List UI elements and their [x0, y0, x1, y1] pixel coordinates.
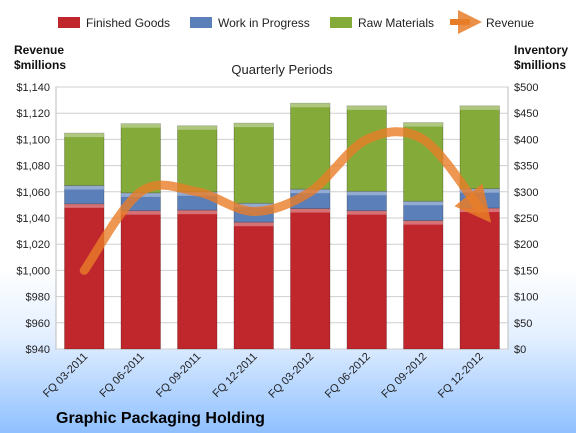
right-axis-tick-label: $300 [514, 187, 538, 199]
bar-highlight [403, 220, 444, 225]
bar-finished-goods-fq-06-2011 [120, 210, 161, 350]
bar-highlight [403, 201, 444, 206]
bar-highlight [233, 203, 274, 208]
chart-title: Quarterly Periods [231, 62, 333, 77]
x-axis-tick-label: FQ 12-2011 [210, 351, 259, 400]
bar-highlight [346, 210, 387, 215]
legend-swatch-work-in-progress [190, 17, 212, 28]
left-axis-tick-label: $1,040 [16, 213, 50, 225]
bar-highlight [290, 103, 331, 108]
bar-finished-goods-fq-09-2012 [403, 220, 444, 350]
bar-highlight [177, 210, 218, 215]
bar-highlight [346, 105, 387, 110]
x-axis-tick-label: FQ 03-2012 [266, 351, 316, 401]
right-axis-ticks: $0 $50 $100 $150 $200 $250 $300 $350 $400 $450 $50… [514, 82, 538, 356]
bar-highlight [346, 191, 387, 196]
bar-finished-goods-fq-09-2011 [177, 209, 218, 350]
right-axis-tick-label: $50 [514, 318, 532, 330]
bar-highlight [120, 210, 161, 215]
x-axis-tick-label: FQ 06-2012 [323, 351, 373, 401]
left-axis-tick-label: $1,060 [16, 187, 50, 199]
bar-highlight [233, 123, 274, 128]
bar-highlight [403, 122, 444, 127]
legend-label-finished-goods: Finished Goods [86, 16, 170, 30]
bars [64, 102, 500, 350]
left-axis-title-line2: $millions [14, 58, 66, 72]
left-axis-tick-label: $1,080 [16, 161, 50, 173]
x-axis-tick-label: FQ 06-2011 [97, 351, 146, 400]
bar-raw-materials-fq-03-2011 [64, 132, 105, 186]
left-axis-title-line1: Revenue [14, 43, 64, 57]
left-axis-tick-label: $940 [26, 344, 50, 356]
company-name: Graphic Packaging Holding [56, 410, 265, 427]
x-axis-ticks: FQ 03-2011 FQ 06-2011 FQ 09-2011 FQ 12-2011… [41, 351, 486, 401]
left-axis-ticks: $940 $960 $980 $1,000 $1,020 $1,040 $1,060 $1,0… [16, 82, 50, 356]
right-axis-tick-label: $200 [514, 239, 538, 251]
right-axis-tick-label: $150 [514, 265, 538, 277]
bar-finished-goods-fq-06-2012 [346, 210, 387, 350]
bar-finished-goods-fq-12-2011 [233, 221, 274, 350]
right-axis-tick-label: $450 [514, 108, 538, 120]
right-axis-tick-label: $250 [514, 213, 538, 225]
right-axis-tick-label: $0 [514, 344, 526, 356]
left-axis-tick-label: $960 [26, 318, 50, 330]
legend: Finished Goods Work in Progress Raw Mate… [58, 10, 534, 34]
x-axis-tick-label: FQ 09-2012 [379, 351, 429, 401]
left-axis-tick-label: $1,120 [16, 108, 50, 120]
left-axis-tick-label: $980 [26, 292, 50, 304]
right-axis-title-line2: $millions [514, 58, 566, 72]
right-axis-tick-label: $500 [514, 82, 538, 94]
legend-label-work-in-progress: Work in Progress [218, 16, 310, 30]
bar-highlight [177, 125, 218, 130]
bar-raw-materials-fq-12-2011 [233, 122, 274, 204]
x-axis-tick-label: FQ 12-2012 [436, 351, 486, 401]
left-axis-tick-label: $1,000 [16, 265, 50, 277]
left-axis-tick-label: $1,020 [16, 239, 50, 251]
right-axis-tick-label: $400 [514, 134, 538, 146]
x-axis-tick-label: FQ 09-2011 [154, 351, 203, 400]
bar-highlight [64, 185, 105, 190]
legend-swatch-raw-materials [330, 17, 352, 28]
left-axis-tick-label: $1,100 [16, 134, 50, 146]
right-axis-tick-label: $350 [514, 161, 538, 173]
bar-raw-materials-fq-12-2012 [459, 105, 500, 190]
bar-raw-materials-fq-06-2011 [120, 123, 161, 194]
bar-finished-goods-fq-03-2012 [290, 208, 331, 350]
x-axis-tick-label: FQ 03-2011 [41, 351, 90, 400]
bar-finished-goods-fq-03-2011 [64, 203, 105, 350]
bar-highlight [290, 208, 331, 213]
legend-label-raw-materials: Raw Materials [358, 16, 434, 30]
bar-raw-materials-fq-09-2011 [177, 125, 218, 193]
legend-label-revenue: Revenue [486, 16, 534, 30]
bar-highlight [459, 105, 500, 110]
legend-swatch-finished-goods [58, 17, 80, 28]
bar-highlight [64, 203, 105, 208]
revenue-line [79, 127, 492, 275]
revenue-line-layer [79, 127, 492, 275]
bar-highlight [120, 123, 161, 128]
right-axis-tick-label: $100 [514, 292, 538, 304]
right-axis-title-line1: Inventory [514, 43, 568, 57]
bar-finished-goods-fq-12-2012 [459, 207, 500, 350]
left-axis-tick-label: $1,140 [16, 82, 50, 94]
bar-highlight [233, 222, 274, 227]
bar-highlight [64, 133, 105, 138]
